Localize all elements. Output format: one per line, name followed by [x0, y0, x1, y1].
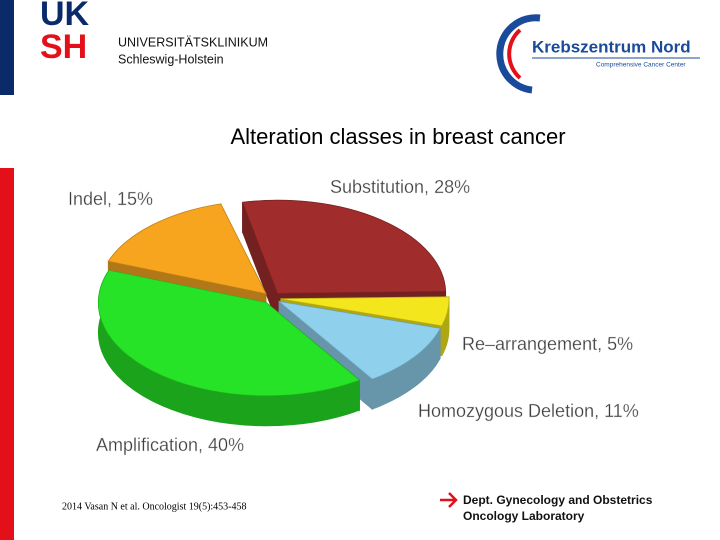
slice-label: Amplification, 40%: [96, 435, 244, 455]
slice: [280, 296, 450, 327]
institution-name: UNIVERSITÄTSKLINIKUM: [118, 35, 268, 49]
partner-subtitle: Comprehensive Cancer Center: [596, 62, 686, 69]
slice-label: Substitution, 28%: [330, 177, 470, 197]
citation: 2014 Vasan N et al. Oncologist 19(5):453…: [62, 501, 247, 512]
partner-logo-arc: [496, 14, 541, 94]
department: Dept. Gynecology and Obstetrics: [463, 493, 653, 507]
partner-name: Krebszentrum Nord: [532, 37, 691, 56]
logo-text: SH: [40, 28, 87, 66]
slice: [278, 301, 441, 380]
slice-label: Homozygous Deletion, 11%: [418, 401, 639, 421]
slice: [107, 203, 267, 295]
slice: [242, 200, 446, 294]
institution-region: Schleswig-Holstein: [118, 52, 224, 66]
slice: [98, 269, 360, 396]
accent-bar: [0, 168, 14, 540]
chart-title: Alteration classes in breast cancer: [230, 124, 565, 149]
slice-label: Re–arrangement, 5%: [462, 334, 633, 354]
accent-bar: [0, 0, 14, 95]
pie-chart: Substitution, 28% Re–arrangement, 5% Homoz…: [68, 177, 639, 455]
lab: Oncology Laboratory: [463, 509, 585, 523]
arrow-icon: [440, 492, 458, 508]
partner-logo-arc: [507, 28, 522, 80]
logo-text: UK: [40, 0, 90, 33]
slice-label: Indel, 15%: [68, 189, 153, 209]
